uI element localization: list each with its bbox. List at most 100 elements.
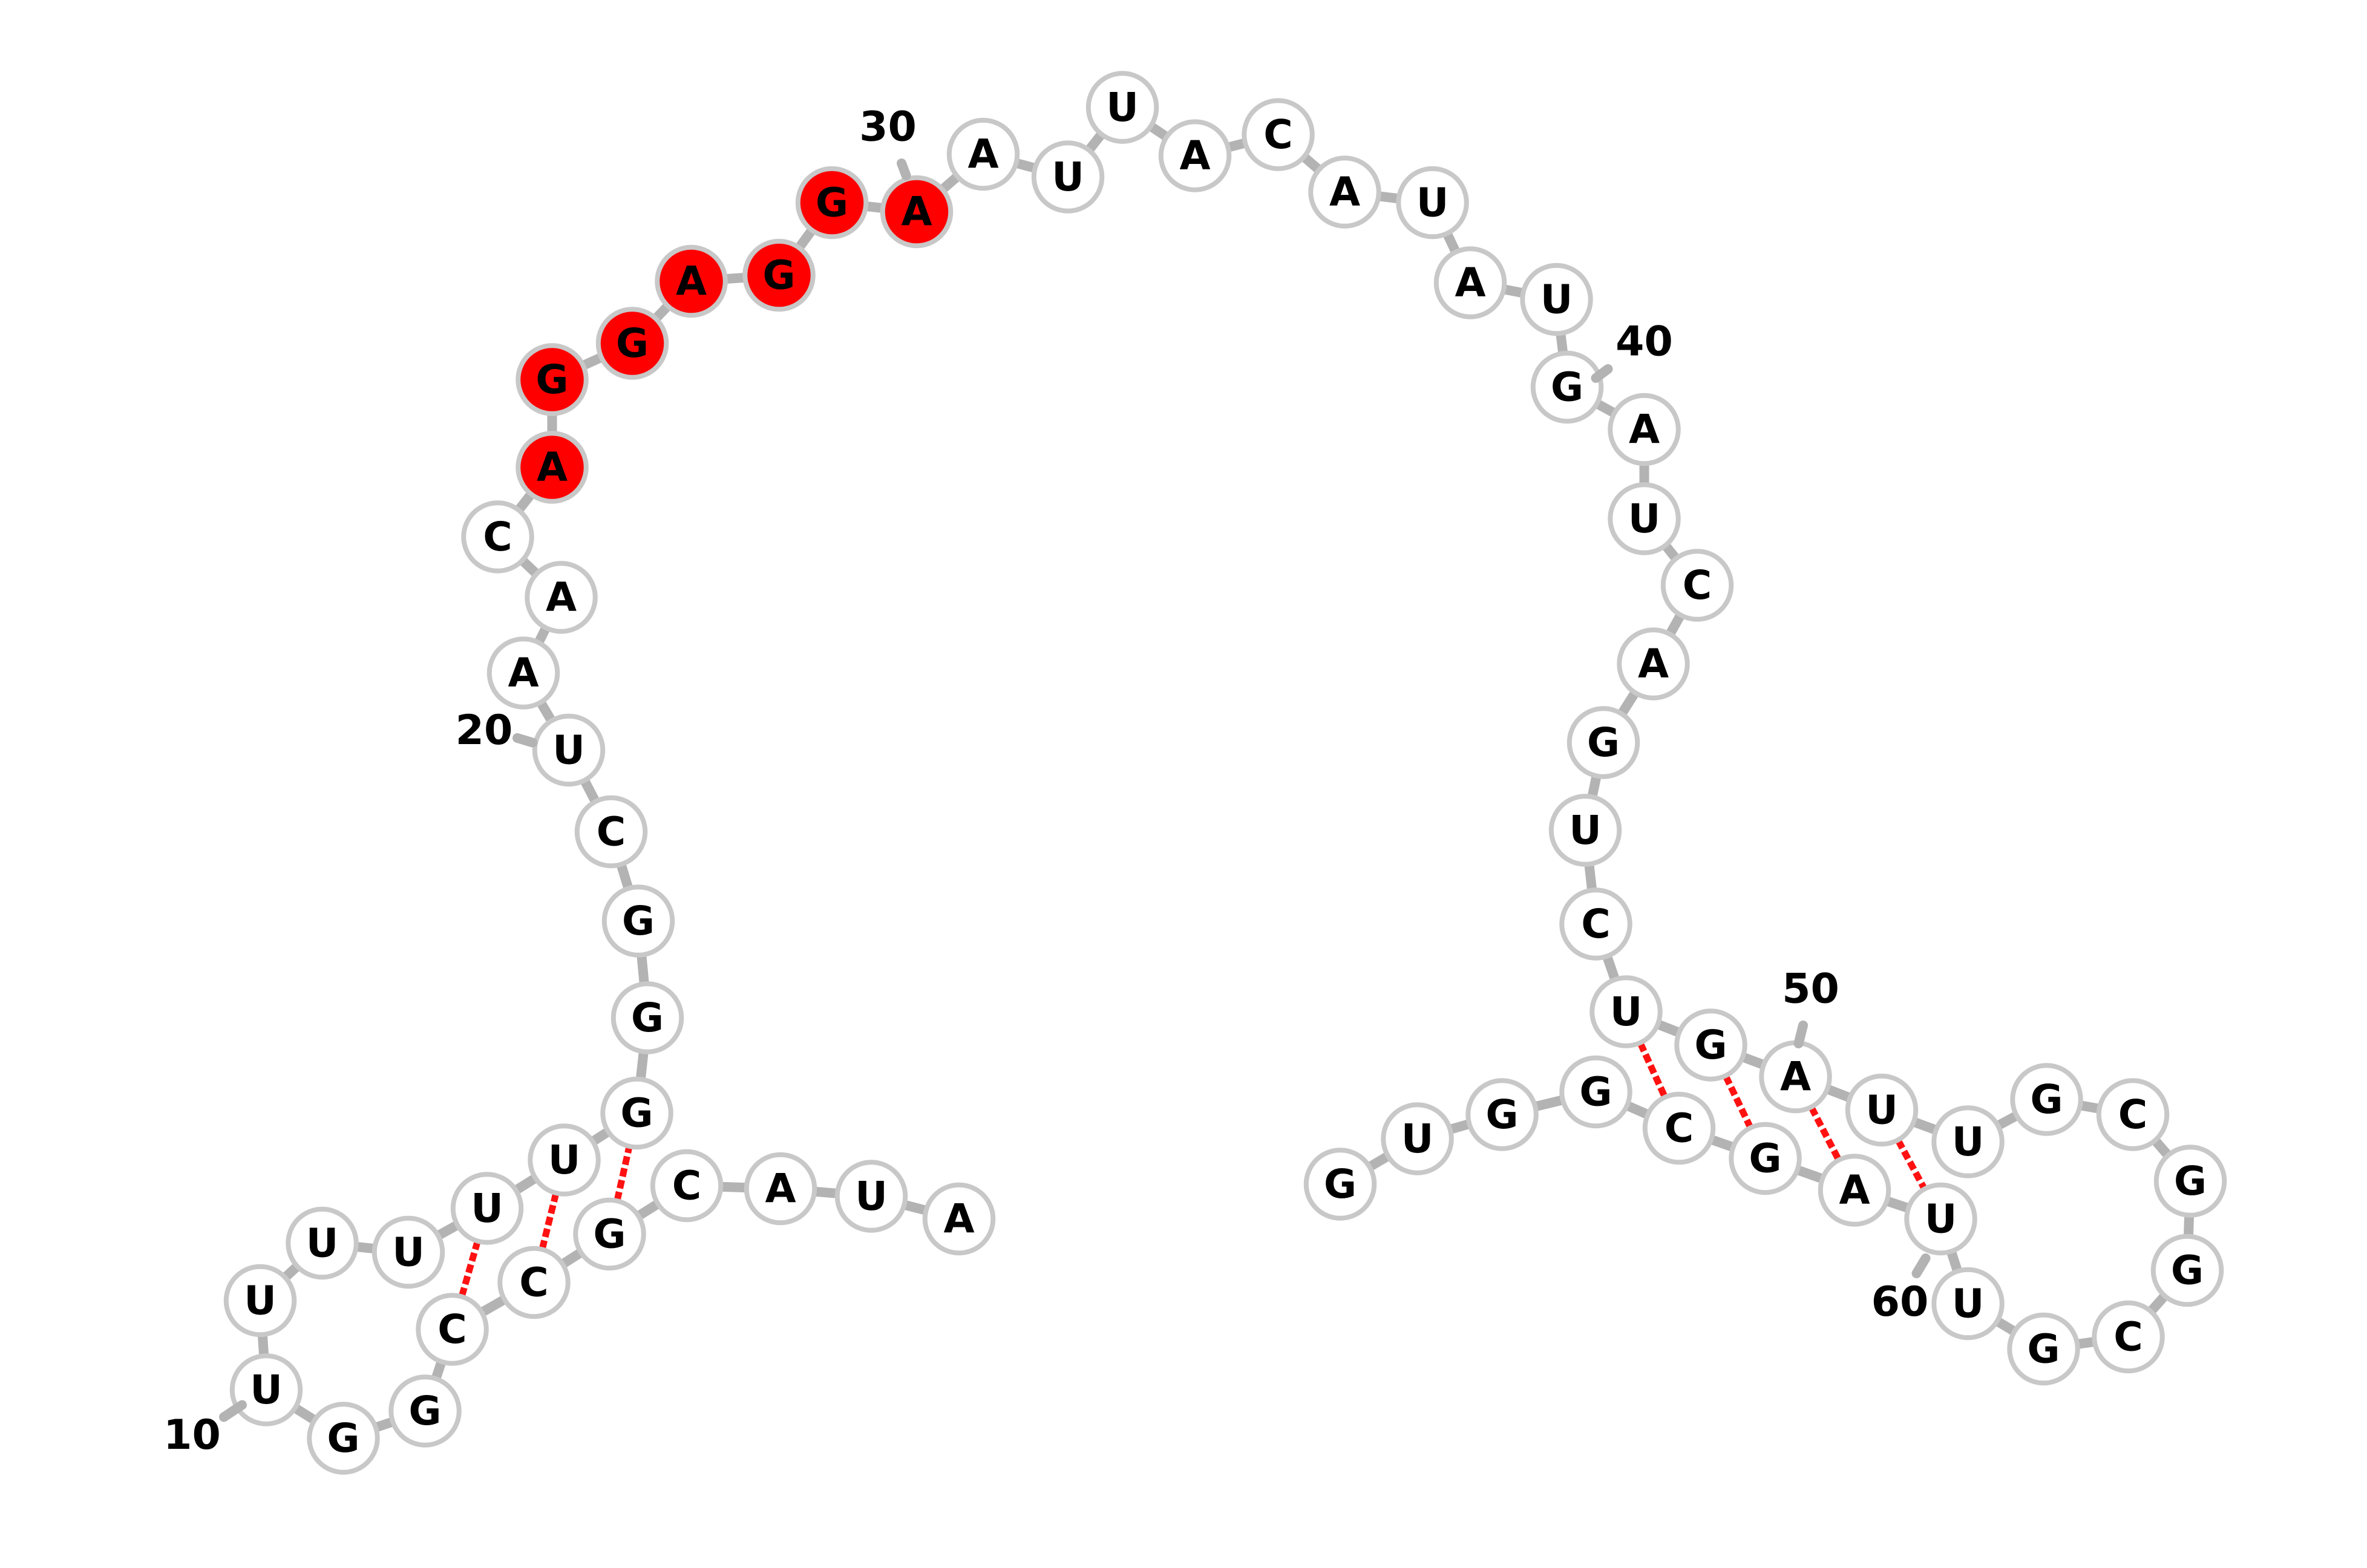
nucleotide-66: U bbox=[1383, 1105, 1452, 1173]
nucleotide-25: G bbox=[518, 345, 586, 414]
nucleotide-letter: G bbox=[1551, 364, 1583, 411]
nucleotide-4: C bbox=[653, 1152, 721, 1220]
nucleotide-letter: U bbox=[1925, 1196, 1957, 1243]
position-label-leader bbox=[902, 163, 906, 175]
nucleotide-24: A bbox=[518, 433, 586, 501]
nucleotide-letter: C bbox=[597, 809, 626, 855]
nucleotide-letter: U bbox=[1569, 807, 1602, 854]
nucleotide-56: G bbox=[2153, 1236, 2222, 1305]
nucleotide-letter: U bbox=[1610, 988, 1643, 1035]
base-pair-bond bbox=[542, 1194, 555, 1249]
nucleotide-letter: A bbox=[1780, 1054, 1811, 1100]
position-label-50: 50 bbox=[1782, 965, 1839, 1013]
nucleotide-27: A bbox=[657, 247, 725, 316]
nucleotide-19: C bbox=[577, 798, 646, 866]
nucleotide-35: C bbox=[1244, 100, 1312, 169]
nucleotide-16: G bbox=[603, 1079, 671, 1148]
nucleotide-letter: C bbox=[1263, 111, 1292, 158]
nucleotide-letter: G bbox=[327, 1415, 359, 1462]
nucleotide-17: G bbox=[614, 984, 682, 1052]
nucleotide-62: G bbox=[1731, 1125, 1799, 1193]
nucleotide-letter: G bbox=[622, 898, 655, 944]
nucleotide-63: C bbox=[1645, 1094, 1714, 1163]
nucleotide-letter: A bbox=[676, 258, 707, 305]
nucleotide-letter: G bbox=[616, 320, 649, 367]
nucleotide-letter: C bbox=[1683, 562, 1712, 609]
nucleotide-letter: U bbox=[392, 1229, 425, 1276]
nucleotide-letter: C bbox=[437, 1306, 467, 1353]
nucleotide-letter: U bbox=[552, 727, 585, 774]
nucleotide-46: U bbox=[1551, 796, 1620, 864]
nucleotide-letter: A bbox=[1629, 407, 1660, 453]
nucleotide-letter: U bbox=[1106, 84, 1139, 131]
nucleotide-letter: U bbox=[250, 1367, 283, 1413]
nucleotide-letter: A bbox=[967, 131, 998, 178]
nucleotide-59: U bbox=[1934, 1270, 2002, 1338]
nucleotide-14: U bbox=[453, 1174, 522, 1243]
nucleotide-37: U bbox=[1398, 169, 1467, 237]
nucleotide-33: U bbox=[1089, 73, 1157, 142]
nucleotide-53: G bbox=[2012, 1065, 2081, 1134]
nucleotide-38: A bbox=[1436, 249, 1505, 317]
nucleotide-32: U bbox=[1034, 143, 1102, 211]
nucleotide-letter: U bbox=[1865, 1087, 1898, 1134]
nucleotide-1: A bbox=[925, 1185, 994, 1253]
nucleotide-65: G bbox=[1468, 1080, 1536, 1149]
nucleotide-12: U bbox=[288, 1209, 356, 1278]
nucleotide-letter: U bbox=[1952, 1281, 1985, 1327]
nucleotide-5: G bbox=[575, 1200, 644, 1269]
nucleotide-letter: A bbox=[765, 1166, 796, 1212]
nucleotide-18: G bbox=[604, 887, 673, 955]
nucleotide-20: U bbox=[535, 716, 603, 785]
nucleotide-letter: G bbox=[2030, 1076, 2063, 1123]
nucleotide-letter: A bbox=[1179, 132, 1210, 179]
nucleotide-letter: G bbox=[620, 1090, 653, 1137]
nucleotide-letter: G bbox=[2171, 1247, 2204, 1294]
nucleotide-letter: G bbox=[1749, 1135, 1781, 1182]
nucleotide-58: G bbox=[2009, 1315, 2078, 1383]
nucleotide-60: U bbox=[1907, 1185, 1975, 1253]
position-label-60: 60 bbox=[1871, 1278, 1929, 1326]
nucleotide-28: G bbox=[745, 241, 813, 310]
nucleotide-letter: G bbox=[816, 180, 848, 226]
nucleotide-44: A bbox=[1619, 630, 1688, 698]
nucleotide-letter: U bbox=[1401, 1116, 1434, 1162]
nucleotide-letter: G bbox=[1324, 1161, 1357, 1207]
nucleotide-52: U bbox=[1934, 1108, 2002, 1176]
position-label-leader bbox=[224, 1405, 242, 1417]
nucleotide-31: A bbox=[949, 120, 1018, 189]
nucleotide-30: A bbox=[883, 178, 951, 246]
position-label-leader bbox=[1799, 1025, 1804, 1044]
nucleotide-55: G bbox=[2156, 1147, 2225, 1215]
nucleotide-letter: G bbox=[1579, 1069, 1612, 1116]
nucleotide-13: U bbox=[375, 1218, 443, 1287]
nucleotide-letter: C bbox=[483, 514, 512, 560]
nucleotide-21: A bbox=[489, 639, 558, 707]
nucleotide-48: U bbox=[1592, 978, 1660, 1046]
nucleotide-letter: A bbox=[537, 444, 568, 491]
nucleotide-3: A bbox=[747, 1155, 815, 1223]
position-label-20: 20 bbox=[456, 707, 513, 754]
nucleotide-letter: A bbox=[901, 189, 932, 235]
nucleotide-letter: U bbox=[1416, 180, 1449, 226]
nucleotide-2: U bbox=[837, 1162, 906, 1230]
nucleotide-41: A bbox=[1610, 396, 1678, 464]
nucleotide-letter: G bbox=[1694, 1022, 1727, 1068]
nucleotide-8: G bbox=[391, 1377, 459, 1445]
base-pair-bond bbox=[617, 1147, 629, 1200]
nucleotide-7: C bbox=[418, 1295, 486, 1364]
nucleotide-letter: C bbox=[1665, 1105, 1694, 1152]
nucleotide-letter: U bbox=[1540, 276, 1573, 323]
nucleotide-letter: C bbox=[2118, 1091, 2147, 1138]
nucleotide-22: A bbox=[527, 563, 595, 632]
nucleotide-9: G bbox=[309, 1404, 378, 1472]
nucleotide-45: G bbox=[1570, 708, 1638, 777]
nucleotide-letter: C bbox=[672, 1163, 701, 1209]
nucleotide-letter: G bbox=[408, 1388, 441, 1434]
nucleotide-61: A bbox=[1821, 1156, 1889, 1224]
nucleotide-letter: U bbox=[548, 1137, 581, 1183]
nucleotide-15: U bbox=[530, 1126, 598, 1194]
nucleotide-letter: G bbox=[535, 356, 568, 403]
base-pair-bond bbox=[1726, 1076, 1750, 1127]
